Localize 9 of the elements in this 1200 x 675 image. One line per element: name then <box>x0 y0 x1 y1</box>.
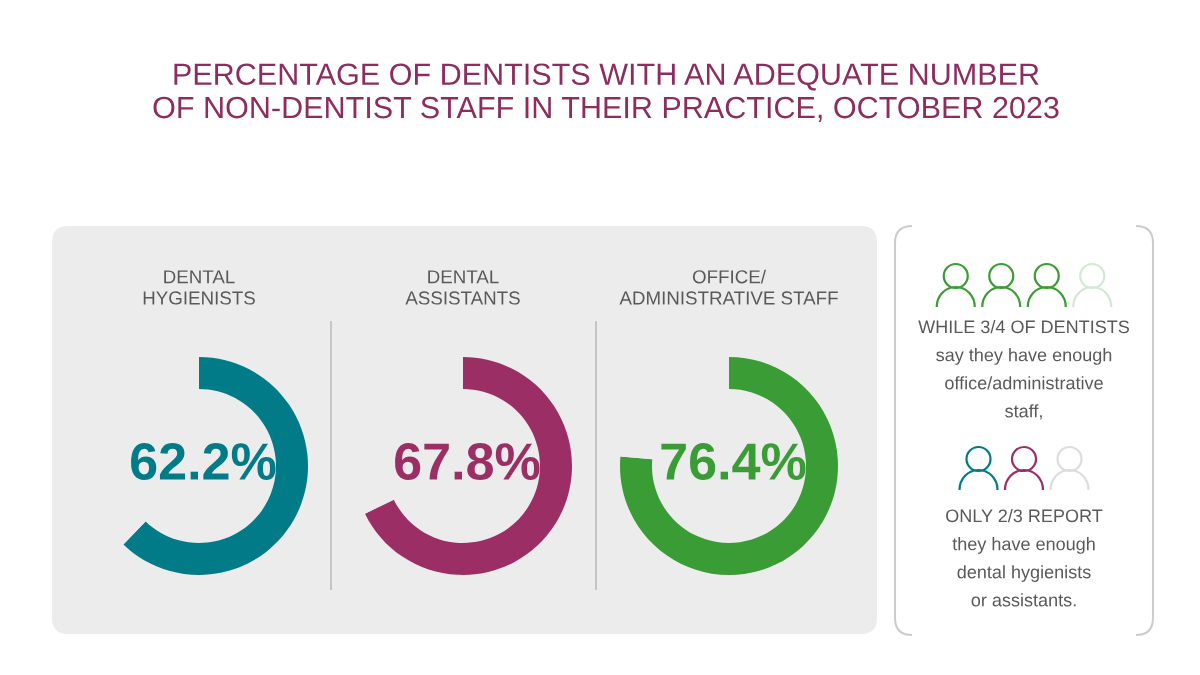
text: WHILE 3/4 OF DENTISTS say they have enough office/administrative staff, <box>918 319 1130 420</box>
slice-label: OFFICE/ ADMINISTRATIVE STAFF <box>619 269 838 305</box>
slice-label: DENTAL ASSISTANTS <box>405 270 520 305</box>
text: ONLY 2/3 REPORT they have enough dental hygienists or assistants. <box>946 508 1103 607</box>
data-label: 76.4% <box>661 443 806 480</box>
text: PERCENTAGE OF DENTISTS WITH AN ADEQUATE NUMBER OF NON-DENTIST STAFF IN THEIR PRACTICE, OCTOBER 2023 <box>153 63 1059 122</box>
data-label: 62.2% <box>131 443 276 480</box>
data-label: 67.8% <box>395 443 540 480</box>
slice-label: DENTAL HYGIENISTS <box>143 270 255 305</box>
